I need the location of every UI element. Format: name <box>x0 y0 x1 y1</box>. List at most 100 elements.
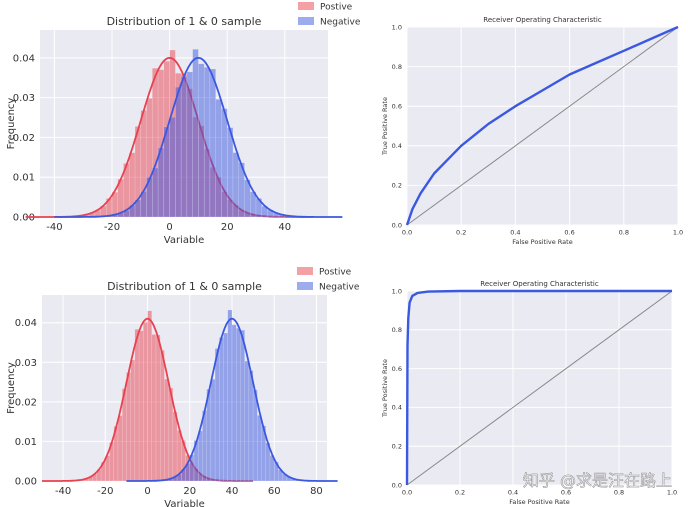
y-tick-label: 0.01 <box>15 437 37 448</box>
histogram-bar <box>252 389 258 482</box>
histogram-bar <box>214 348 220 482</box>
histogram-bar <box>210 379 216 482</box>
x-tick-label: 40 <box>226 486 239 497</box>
legend-swatch <box>298 2 314 10</box>
chart-2: 0.0 0.2 0.4 0.6 0.8 1.0 0.0 0.2 0.4 0.6 0.8 1.0 Rece… <box>381 16 683 246</box>
y-axis-label: True Positive Rate <box>381 97 389 156</box>
legend-label: Negative <box>320 18 361 28</box>
histogram-bar <box>203 67 211 218</box>
histogram-bar <box>215 99 222 218</box>
histogram-bar <box>169 117 176 218</box>
histogram-bar <box>231 324 237 482</box>
y-tick-label: 1.0 <box>392 287 402 295</box>
x-axis-label: False Positive Rate <box>509 498 569 506</box>
histogram-bar <box>134 329 140 482</box>
y-tick-label: 0.0 <box>392 481 402 489</box>
diagonal-reference-line <box>406 26 679 226</box>
y-tick-label: 0.00 <box>13 213 35 224</box>
y-tick-label: 0.8 <box>392 63 402 71</box>
histogram-bar <box>226 127 234 218</box>
histogram-bar <box>232 152 239 218</box>
x-tick-label: 0.6 <box>561 489 571 497</box>
chart-3: -40 -20 0 20 40 60 80 0.00 0.01 0.02 0.03 0.04 Distr… <box>6 267 360 507</box>
histogram-bar <box>240 329 245 482</box>
y-tick-label: 0.4 <box>392 142 402 150</box>
x-tick-label: 1.0 <box>667 489 677 497</box>
x-tick-label: 80 <box>310 486 323 497</box>
chart-title: Distribution of 1 & 0 sample <box>107 15 262 28</box>
y-tick-label: 0.02 <box>13 133 35 144</box>
chart-title: Receiver Operating Characteristic <box>480 280 599 288</box>
x-tick-label: 0.4 <box>508 489 518 497</box>
x-tick-label: 0 <box>166 222 172 233</box>
y-tick-label: 0.6 <box>392 365 402 373</box>
series-negative: Negative <box>126 282 360 482</box>
histogram-bar <box>257 415 262 482</box>
histogram-bar <box>163 126 170 218</box>
y-tick-label: 0.03 <box>15 358 37 369</box>
density-line <box>126 317 338 482</box>
histogram-bar <box>126 372 131 482</box>
histogram-bar <box>180 76 188 218</box>
y-tick-label: 0.2 <box>392 442 402 450</box>
histogram-bar <box>186 71 193 218</box>
x-tick-label: -40 <box>46 222 62 233</box>
legend-swatch <box>297 282 313 290</box>
x-tick-label: -20 <box>97 486 113 497</box>
y-tick-label: 0.0 <box>392 221 402 229</box>
histogram-bar <box>117 415 123 482</box>
x-tick-label: 0.4 <box>510 229 520 237</box>
x-tick-label: -40 <box>55 486 71 497</box>
histogram-bar <box>143 322 148 482</box>
histogram-bar <box>164 378 169 482</box>
x-tick-label: 0.0 <box>402 489 412 497</box>
histogram-bar <box>172 411 178 482</box>
histogram-bar <box>198 430 203 482</box>
y-tick-label: 0.4 <box>392 404 402 412</box>
x-axis-label: False Positive Rate <box>512 238 572 246</box>
histogram-bar <box>248 370 254 482</box>
x-tick-label: 0 <box>144 486 150 497</box>
y-tick-label: 0.04 <box>13 53 35 64</box>
histogram-bar <box>236 328 241 482</box>
x-tick-label: 0.0 <box>402 229 412 237</box>
histogram-bar <box>175 86 182 218</box>
histogram-bar <box>147 310 152 482</box>
histogram-bar <box>223 332 228 482</box>
density-line <box>54 56 343 218</box>
x-tick-label: 20 <box>183 486 196 497</box>
legend-swatch <box>297 267 313 275</box>
series-negative: Negative <box>54 17 361 218</box>
x-tick-label: 0.8 <box>614 489 624 497</box>
y-tick-label: 0.8 <box>392 326 402 334</box>
legend-label: Postive <box>320 3 353 13</box>
histogram-bar <box>138 330 144 482</box>
histogram-bar <box>221 108 228 218</box>
histogram-bar <box>244 360 250 482</box>
histogram-bar <box>152 167 159 218</box>
roc-curve <box>405 289 672 486</box>
histogram-bar <box>209 68 216 218</box>
x-tick-label: 60 <box>268 486 281 497</box>
chart-title: Distribution of 1 & 0 sample <box>107 280 262 293</box>
x-tick-label: 20 <box>221 222 234 233</box>
histogram-bar <box>160 350 165 482</box>
y-tick-label: 0.01 <box>13 173 35 184</box>
y-tick-label: 0.6 <box>392 102 402 110</box>
y-axis-label: True Positive Rate <box>381 359 389 418</box>
histogram-bar <box>219 337 224 482</box>
y-axis-label: Frequency <box>6 362 17 414</box>
x-tick-label: 0.2 <box>455 489 465 497</box>
y-tick-label: 0.02 <box>15 397 37 408</box>
y-tick-label: 0.04 <box>15 318 37 329</box>
histogram-bar <box>198 63 205 218</box>
x-tick-label: 0.2 <box>456 229 466 237</box>
watermark: 知乎 @求是汪在路上 <box>523 471 672 490</box>
legend-label: Negative <box>319 283 360 293</box>
legend-swatch <box>298 17 314 25</box>
x-tick-label: 0.8 <box>619 229 629 237</box>
roc-curve <box>405 25 679 226</box>
histogram-bar <box>192 49 199 218</box>
histogram-bar <box>157 147 165 218</box>
